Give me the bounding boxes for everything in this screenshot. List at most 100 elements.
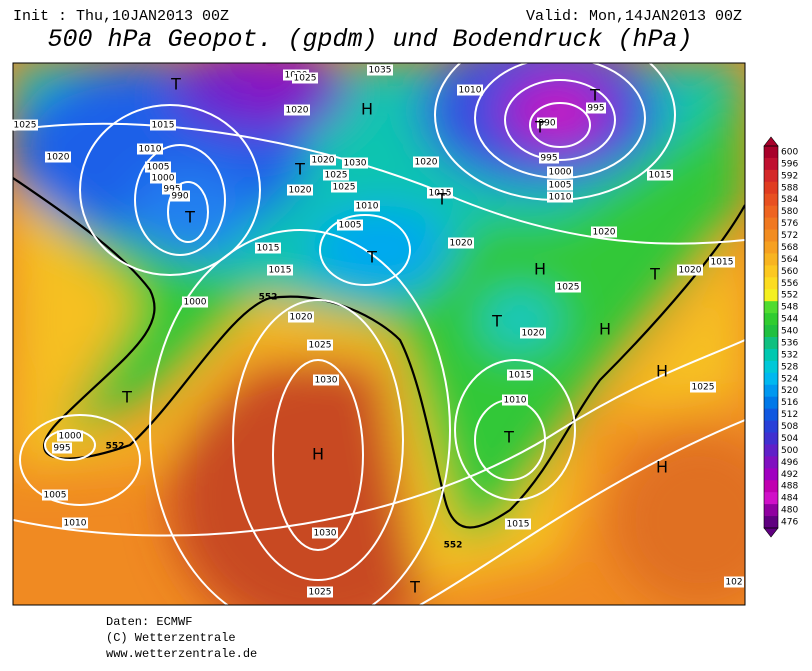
- pressure-center: T: [534, 118, 545, 137]
- isobar-label-box: [427, 187, 453, 199]
- isobar-label-box: [591, 226, 617, 238]
- pressure-center: H: [312, 445, 324, 464]
- colorbar-block: [764, 205, 778, 219]
- isobar-label-box: [342, 157, 368, 169]
- colorbar-label: 532: [781, 350, 798, 360]
- pressure-center: T: [436, 190, 447, 209]
- isobar-label: 1010: [459, 86, 482, 96]
- contour-label: 552: [444, 541, 463, 551]
- colorbar-bottom-tip: [763, 527, 779, 538]
- colorbar-label: 512: [781, 410, 798, 420]
- colorbar-label: 600: [781, 147, 798, 157]
- isobar-label-box: [170, 190, 190, 202]
- pressure-center: T: [649, 265, 660, 284]
- colorbar-block: [764, 277, 778, 290]
- isobar-label: 1035: [369, 66, 392, 76]
- isobar-label-box: [677, 264, 703, 276]
- website: www.wetterzentrale.de: [106, 647, 257, 661]
- colorbar-block: [764, 432, 778, 445]
- copyright: (C) Wetterzentrale: [106, 631, 236, 645]
- pressure-center: H: [599, 320, 611, 339]
- isobar-label-box: [12, 119, 38, 131]
- colorbar-block: [764, 193, 778, 207]
- colorbar-block: [764, 420, 778, 433]
- isobar-label-box: [307, 339, 333, 351]
- colorbar-label: 524: [781, 374, 798, 384]
- isobar-label-box: [502, 394, 528, 406]
- isobar-label-box: [284, 104, 310, 116]
- colorbar-block: [764, 384, 778, 398]
- isobar-label-box: [288, 311, 314, 323]
- isobar-label: 1010: [549, 193, 572, 203]
- colorbar-label: 568: [781, 243, 798, 253]
- colorbar-block: [764, 289, 778, 302]
- isobar-label: 1015: [269, 266, 292, 276]
- colorbar-label: 536: [781, 338, 798, 348]
- pressure-center: T: [409, 578, 420, 597]
- init-time: Init : Thu,10JAN2013 00Z: [13, 8, 229, 25]
- isobar-label-box: [709, 256, 735, 268]
- isobar-label: 1025: [309, 588, 332, 598]
- isobar-label-box: [507, 369, 533, 381]
- isobar-label: 1000: [59, 432, 82, 442]
- isobar-label: 1015: [257, 244, 280, 254]
- isobar-label: 1020: [47, 153, 70, 163]
- pressure-center: T: [294, 160, 305, 179]
- map-field: [13, 63, 745, 605]
- pressure-center: H: [656, 458, 668, 477]
- isobar-label: 990: [171, 192, 188, 202]
- pressure-center: T: [491, 312, 502, 331]
- isobar-label: 1020: [290, 313, 313, 323]
- isobar-label-box: [323, 169, 349, 181]
- isobar-label: 1005: [147, 163, 170, 173]
- isobar-label: 995: [53, 444, 70, 454]
- colorbar-block: [764, 348, 778, 362]
- isobar-label-box: [45, 151, 71, 163]
- isobar-label: 1025: [557, 283, 580, 293]
- pressure-center: H: [656, 362, 668, 381]
- colorbar-label: 484: [781, 494, 798, 504]
- colorbar-label: 520: [781, 386, 798, 396]
- isobar-label: 1025: [333, 183, 356, 193]
- isobar-label: 1020: [286, 106, 309, 116]
- colorbar-block: [764, 325, 778, 338]
- colorbar-label: 544: [781, 315, 798, 325]
- pressure-center: H: [534, 260, 546, 279]
- isobar-label-box: [307, 586, 333, 598]
- isobar-label: 1025: [692, 383, 715, 393]
- pressure-center: T: [170, 75, 181, 94]
- colorbar-label: 480: [781, 506, 798, 516]
- map-frame: [12, 62, 746, 606]
- isobar-label-box: [547, 179, 573, 191]
- valid-time: Valid: Mon,14JAN2013 00Z: [526, 8, 742, 25]
- isobar-label-box: [520, 327, 546, 339]
- colorbar-block: [764, 480, 778, 493]
- colorbar-label: 556: [781, 279, 798, 289]
- pressure-center: T: [589, 86, 600, 105]
- isobar-label: 1025: [325, 171, 348, 181]
- isobar-label-box: [62, 517, 88, 529]
- isobar-label-box: [413, 156, 439, 168]
- isobar-label-box: [547, 191, 573, 203]
- isobar-label: 1015: [649, 171, 672, 181]
- isobar-label-box: [57, 430, 83, 442]
- colorbar-block: [764, 444, 778, 457]
- isobar-label-box: [150, 172, 176, 184]
- isobar-label: 995: [540, 154, 557, 164]
- isobar-label-box: [448, 237, 474, 249]
- isobar-label-box: [586, 102, 606, 114]
- colorbar-block: [764, 492, 778, 505]
- isobar-label-box: [310, 154, 336, 166]
- isobar-label-box: [292, 72, 318, 84]
- colorbar-block: [764, 229, 778, 242]
- isobar-label: 990: [538, 119, 555, 129]
- colorbar-label: 516: [781, 398, 798, 408]
- colorbar-label: 548: [781, 303, 798, 313]
- pressure-center: T: [366, 248, 377, 267]
- isobar-label: 995: [587, 104, 604, 114]
- colorbar-block: [764, 468, 778, 481]
- colorbar-label: 540: [781, 327, 798, 337]
- isobar-label: 1025: [14, 121, 37, 131]
- isobar-label: 1020: [679, 266, 702, 276]
